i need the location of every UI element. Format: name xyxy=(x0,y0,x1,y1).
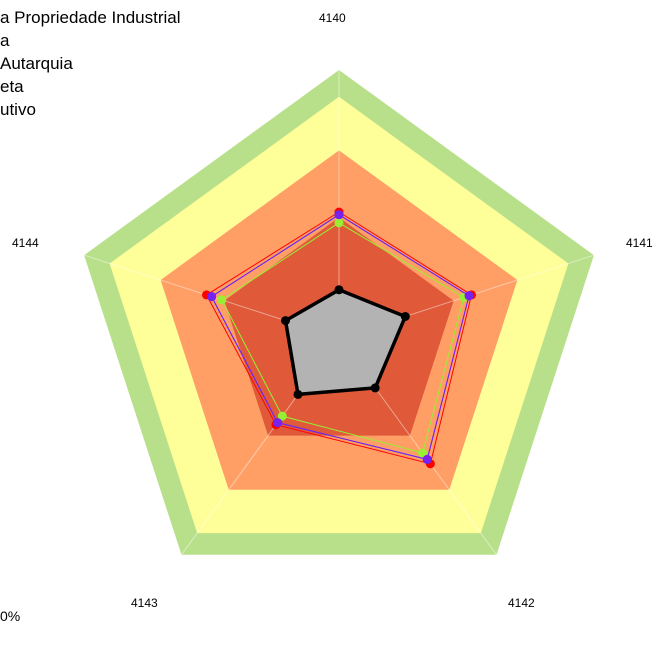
series-point xyxy=(465,291,474,300)
series-point xyxy=(335,285,344,294)
series-point xyxy=(273,418,282,427)
series-point xyxy=(335,218,344,227)
series-point xyxy=(217,295,226,304)
footnote: 0% xyxy=(0,608,20,624)
legend-item: a xyxy=(0,29,181,52)
legend-item: eta xyxy=(0,75,181,98)
series-point xyxy=(423,455,432,464)
series-point xyxy=(207,292,216,301)
legend-item: a Propriedade Industrial xyxy=(0,6,181,29)
legend-item: utivo xyxy=(0,98,181,121)
axis-label-4143: 4143 xyxy=(131,596,158,610)
series-point xyxy=(294,390,303,399)
axis-label-4140: 4140 xyxy=(319,11,346,25)
series-point xyxy=(371,383,380,392)
series-point xyxy=(335,210,344,219)
axis-label-4144: 4144 xyxy=(12,236,39,250)
series-point xyxy=(401,312,410,321)
legend-item: Autarquia xyxy=(0,52,181,75)
axis-label-4141: 4141 xyxy=(626,236,653,250)
axis-label-4142: 4142 xyxy=(508,596,535,610)
legend: a Propriedade Industrial a Autarquia eta… xyxy=(0,6,181,121)
series-point xyxy=(281,316,290,325)
